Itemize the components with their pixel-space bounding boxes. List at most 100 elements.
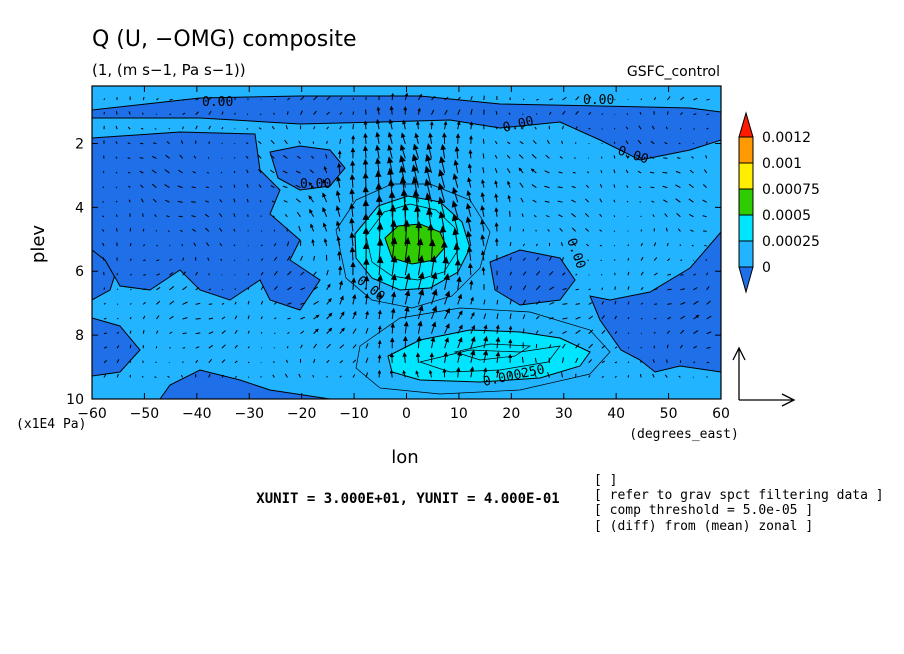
wind-vector	[142, 228, 145, 232]
contour-hole-left	[92, 131, 321, 311]
colorbar: 0 0.00025 0.0005 0.00075 0.001 0.0012	[738, 111, 820, 294]
wind-vector-head	[350, 160, 356, 166]
wind-vector	[273, 243, 277, 247]
wind-vector	[651, 200, 655, 203]
wind-vector	[693, 330, 699, 335]
wind-vector	[640, 287, 644, 291]
wind-vector	[675, 198, 681, 203]
wind-vector	[706, 346, 711, 349]
wind-vector	[156, 315, 160, 320]
wind-vector	[129, 344, 132, 349]
wind-vector	[584, 212, 590, 218]
wind-vector-head	[455, 133, 461, 138]
wind-vector-head	[335, 190, 341, 196]
wind-vector	[169, 347, 171, 349]
wind-vector	[182, 271, 186, 276]
wind-vector	[313, 300, 319, 305]
wind-vector	[557, 200, 563, 203]
wind-vector	[260, 271, 264, 276]
wind-vector	[234, 344, 238, 349]
wind-vector	[233, 170, 236, 174]
wind-vector-head	[443, 273, 450, 281]
wind-vector	[637, 170, 642, 174]
wind-vector	[300, 302, 306, 305]
wind-vector	[166, 215, 170, 218]
wind-vector	[339, 344, 345, 349]
wind-vector	[270, 169, 275, 174]
wind-vector	[221, 288, 224, 291]
wind-vector-head	[411, 176, 419, 184]
wind-vector	[273, 301, 278, 305]
wind-vector	[665, 227, 668, 232]
wind-vector	[326, 359, 330, 364]
wind-vector	[522, 98, 525, 101]
wind-vector-head	[482, 349, 489, 356]
x-tick-label: −10	[339, 406, 369, 422]
wind-vector-head	[480, 218, 486, 225]
wind-vector-head	[375, 144, 381, 151]
wind-vector	[626, 185, 629, 188]
wind-vector	[688, 213, 694, 218]
wind-vector-head	[482, 367, 488, 373]
wind-vector	[520, 197, 524, 203]
wind-vector-head	[376, 207, 384, 216]
wind-vector	[572, 171, 576, 174]
wind-vector	[666, 359, 668, 363]
wind-vector-head	[404, 305, 410, 312]
wind-vector	[274, 98, 276, 101]
wind-vector-head	[390, 219, 397, 228]
wind-vector-head	[411, 153, 419, 162]
wind-vector	[614, 361, 618, 364]
wind-vector	[339, 138, 342, 144]
wind-vector-head	[507, 180, 511, 185]
wind-vector-head	[428, 132, 433, 138]
wind-vector	[182, 347, 186, 349]
wind-vector	[205, 227, 210, 232]
wind-vector-head	[495, 324, 500, 329]
wind-vector	[272, 215, 275, 218]
wind-vector	[640, 317, 643, 320]
colorbar-swatch	[738, 136, 754, 164]
wind-vector	[260, 300, 264, 305]
wind-vector-head	[415, 370, 419, 375]
wind-vector-head	[404, 254, 412, 263]
wind-vector-head	[402, 369, 406, 374]
wind-vector	[521, 372, 524, 378]
wind-vector-head	[451, 200, 458, 208]
wind-vector	[365, 357, 369, 363]
wind-vector	[535, 285, 541, 291]
wind-vector-head	[377, 309, 382, 315]
wind-vector-head	[416, 120, 420, 125]
wind-vector	[627, 375, 630, 378]
wind-vector	[614, 331, 618, 334]
wind-vector-head	[390, 255, 398, 263]
wind-vector	[270, 185, 275, 189]
x-tick-label: 40	[607, 406, 625, 422]
wind-vector	[182, 98, 187, 101]
wind-vector	[559, 227, 563, 232]
wind-vector	[562, 317, 568, 320]
wind-vector	[221, 330, 226, 334]
wind-vector-head	[466, 190, 472, 196]
wind-vector	[182, 112, 186, 116]
wind-vector	[152, 198, 157, 203]
wind-vector-head	[431, 288, 438, 296]
wind-vector	[169, 331, 173, 335]
wind-vector	[300, 271, 305, 276]
wind-vector	[151, 155, 157, 159]
wind-vector	[653, 257, 658, 261]
wind-vector	[116, 359, 120, 364]
wind-vector	[533, 214, 537, 218]
wind-vector	[101, 229, 105, 232]
wind-vector	[143, 288, 147, 291]
chart-title: Q (U, −OMG) composite	[92, 27, 356, 52]
wind-vector	[208, 141, 210, 144]
wind-vector-head	[375, 131, 381, 138]
wind-vector	[588, 375, 591, 378]
wind-vector	[326, 111, 330, 115]
wind-vector	[640, 229, 643, 232]
wind-vector	[547, 372, 550, 378]
wind-vector-head	[376, 222, 384, 230]
vector-unit-text: XUNIT = 3.000E+01, YUNIT = 4.000E-01	[256, 491, 559, 507]
wind-vector	[155, 330, 159, 334]
